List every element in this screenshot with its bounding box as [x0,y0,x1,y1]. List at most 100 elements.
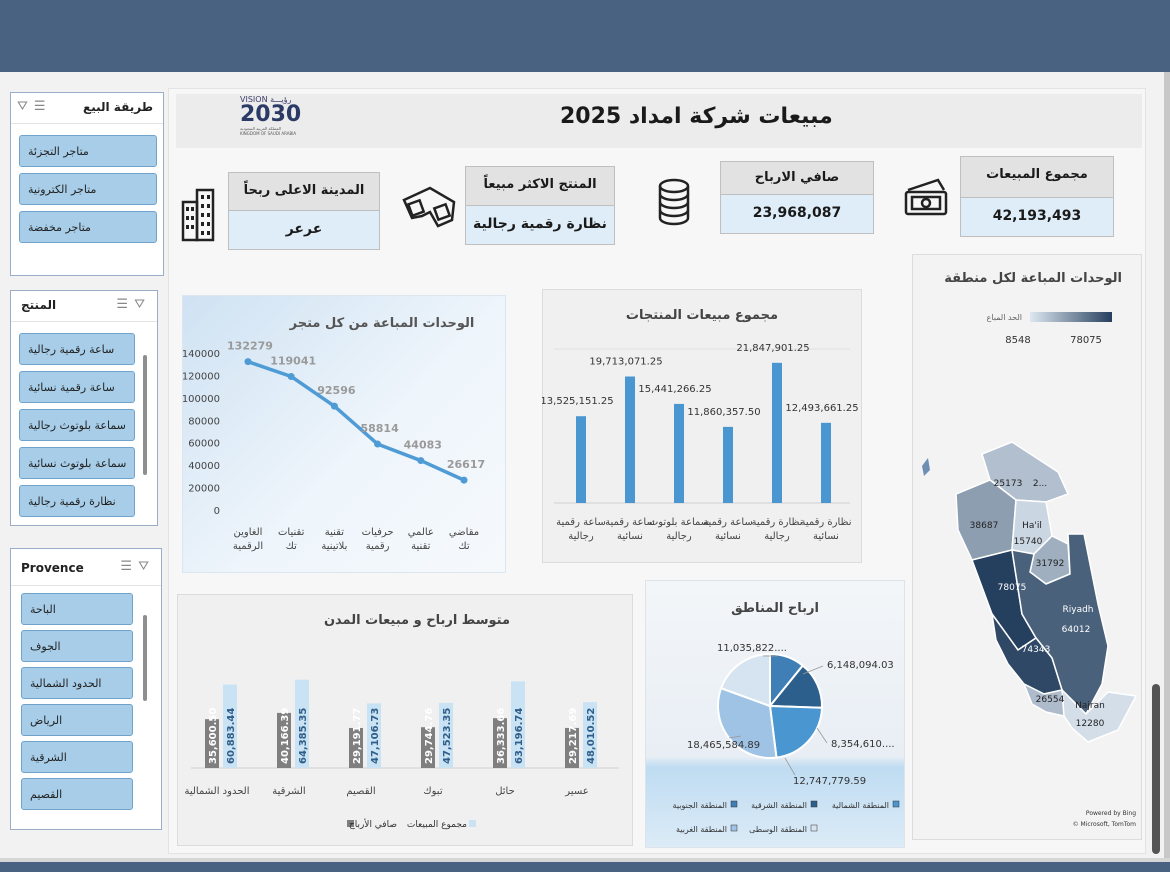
legend-swatch [347,820,354,827]
data-label: 40,166.39 [280,708,291,764]
slicer-item[interactable]: الجوف [21,630,133,662]
pie-slice [719,652,771,708]
bar [439,702,453,768]
bar [625,376,635,503]
data-label: 21,847,901.25 [736,343,809,354]
data-label: 29,191.77 [352,708,363,764]
map-label: 26554 [1036,695,1065,705]
map-label: 78075 [998,583,1027,593]
map-label: 74343 [1022,645,1051,655]
data-label: 132279 [227,340,273,353]
bottom-line [0,858,1170,862]
data-label: 11,035,822.... [717,643,787,654]
slicer-item[interactable]: متاجر التجزئة [19,135,157,167]
bar [349,727,363,768]
slicer-item[interactable]: سماعة بلوتوث رجالية [19,409,135,441]
city-chart: متوسط ارباح و مبيعات المدن 29,217.69 48,01… [185,613,619,830]
chart-title: ارباح المناطق [731,601,819,616]
map-label: 64012 [1062,625,1091,635]
data-label: 15,441,266.25 [638,384,711,395]
legend-gradient [1030,312,1112,322]
slicer-scrollbar[interactable] [143,615,147,701]
leader-line [816,727,828,744]
legend-min: 8548 [1005,335,1030,346]
leader-line [728,735,742,739]
multi-select-icon[interactable]: ☰ [33,99,52,114]
logo-vision-text: VISION رؤيـــة [240,95,292,104]
data-label: 47,523.35 [442,708,453,764]
bar [367,703,381,768]
legend-swatch [810,800,818,808]
slicer-item[interactable]: نظارة رقمية رجالية [19,485,135,517]
slicer-item[interactable]: القصيم [21,778,133,810]
legend-swatch [469,820,476,827]
legend-label: المنطقة الشمالية [832,801,889,810]
slicer-header: طريقة البيع ⛛☰ [11,93,163,124]
legend-title: الحد المباع [987,313,1022,322]
kpi-total-sales-value: 42,193,493 [960,197,1114,237]
slicer-item[interactable]: متاجر الكترونية [19,173,157,205]
series-line [246,359,466,482]
slicer-header: المنتج ☰⛛ [11,291,157,322]
multi-select-icon[interactable]: ☰ [120,559,139,574]
x-tick-label: تبوك [423,786,442,797]
data-label: 35,600.50 [208,708,219,764]
slicer-item[interactable]: الباحة [21,593,133,625]
y-tick-label: 120000 [182,371,220,382]
data-label: 47,106.73 [370,708,381,764]
clear-filter-icon[interactable]: ⛛ [134,297,151,312]
leader-line [784,757,796,776]
x-tick-label: ساعة رقمية نسائية [703,517,753,542]
x-tick-label: الشرقية [272,786,305,797]
footer-bar [0,862,1170,872]
legend-label: المنطقة الغربية [676,825,727,834]
vertical-scrollbar[interactable] [1152,684,1160,854]
line-chart-panel [182,295,506,573]
clear-filter-icon[interactable]: ⛛ [138,559,155,574]
x-tick-label: مقاضي تك [449,527,479,552]
map-credit: Powered by Bing [1086,810,1136,817]
data-label: 119041 [270,355,316,368]
x-tick-label: نظارة رقمية رجالية [751,517,802,542]
x-tick-label: سماعة بلوتوث رجالية [649,517,709,542]
data-point [244,358,252,366]
bar [565,727,579,768]
multi-select-icon[interactable]: ☰ [116,297,135,312]
bar [223,684,237,768]
slicer-item[interactable]: متاجر مخفضة [19,211,157,243]
x-tick-label: حرفيات رقمية [362,527,394,552]
data-label: 26617 [447,458,485,471]
logo-year: 2030 [240,102,302,127]
clear-filter-icon[interactable]: ⛛ [17,99,34,114]
logo-sub2: KINGDOM OF SAUDI ARABIA [240,131,297,136]
x-tick-label: الغاوين الرقمية [233,527,263,552]
slicer-item[interactable]: الشرقية [21,741,133,773]
slicer-item[interactable]: ساعة رقمية رجالية [19,333,135,365]
bar [421,727,435,768]
slicer-item[interactable]: الرياض [21,704,133,736]
y-tick-label: 100000 [182,394,220,405]
bar [821,422,831,503]
data-label: 12,747,779.59 [793,776,866,787]
leader-line [802,665,824,675]
legend-label: المنطقة الجنوبية [673,801,727,810]
slicer-item[interactable]: سماعة بلوتوث نسائية [19,447,135,479]
slicer-item[interactable]: ساعة رقمية نسائية [19,371,135,403]
kpi-top-product-label: المنتج الاكثر مبيعاً [465,166,615,206]
kpi-net-profit-label: صافي الارباح [720,161,874,195]
map-label: 38687 [970,521,999,531]
chart-title: مجموع مبيعات المنتجات [626,308,778,323]
map-label: 31792 [1036,559,1065,569]
pie-chart: ارباح المناطق 6,148,094.03 8,354,610.... 12… [673,601,900,834]
data-label: 58814 [360,422,399,435]
product-sales-chart: مجموع مبيعات المنتجات 12,493,661.25 نظارة … [542,308,859,542]
chart-title: متوسط ارباح و مبيعات المدن [324,613,510,628]
data-label: 6,148,094.03 [827,660,894,671]
map-credit: © Microsoft, TomTom [1073,821,1137,828]
slicer-scrollbar[interactable] [143,355,147,475]
data-label: 19,713,071.25 [589,357,662,368]
right-edge-strip [1164,72,1170,872]
product-sales-panel [542,289,862,563]
map-label: 25173 [994,479,1023,489]
slicer-item[interactable]: الحدود الشمالية [21,667,133,699]
